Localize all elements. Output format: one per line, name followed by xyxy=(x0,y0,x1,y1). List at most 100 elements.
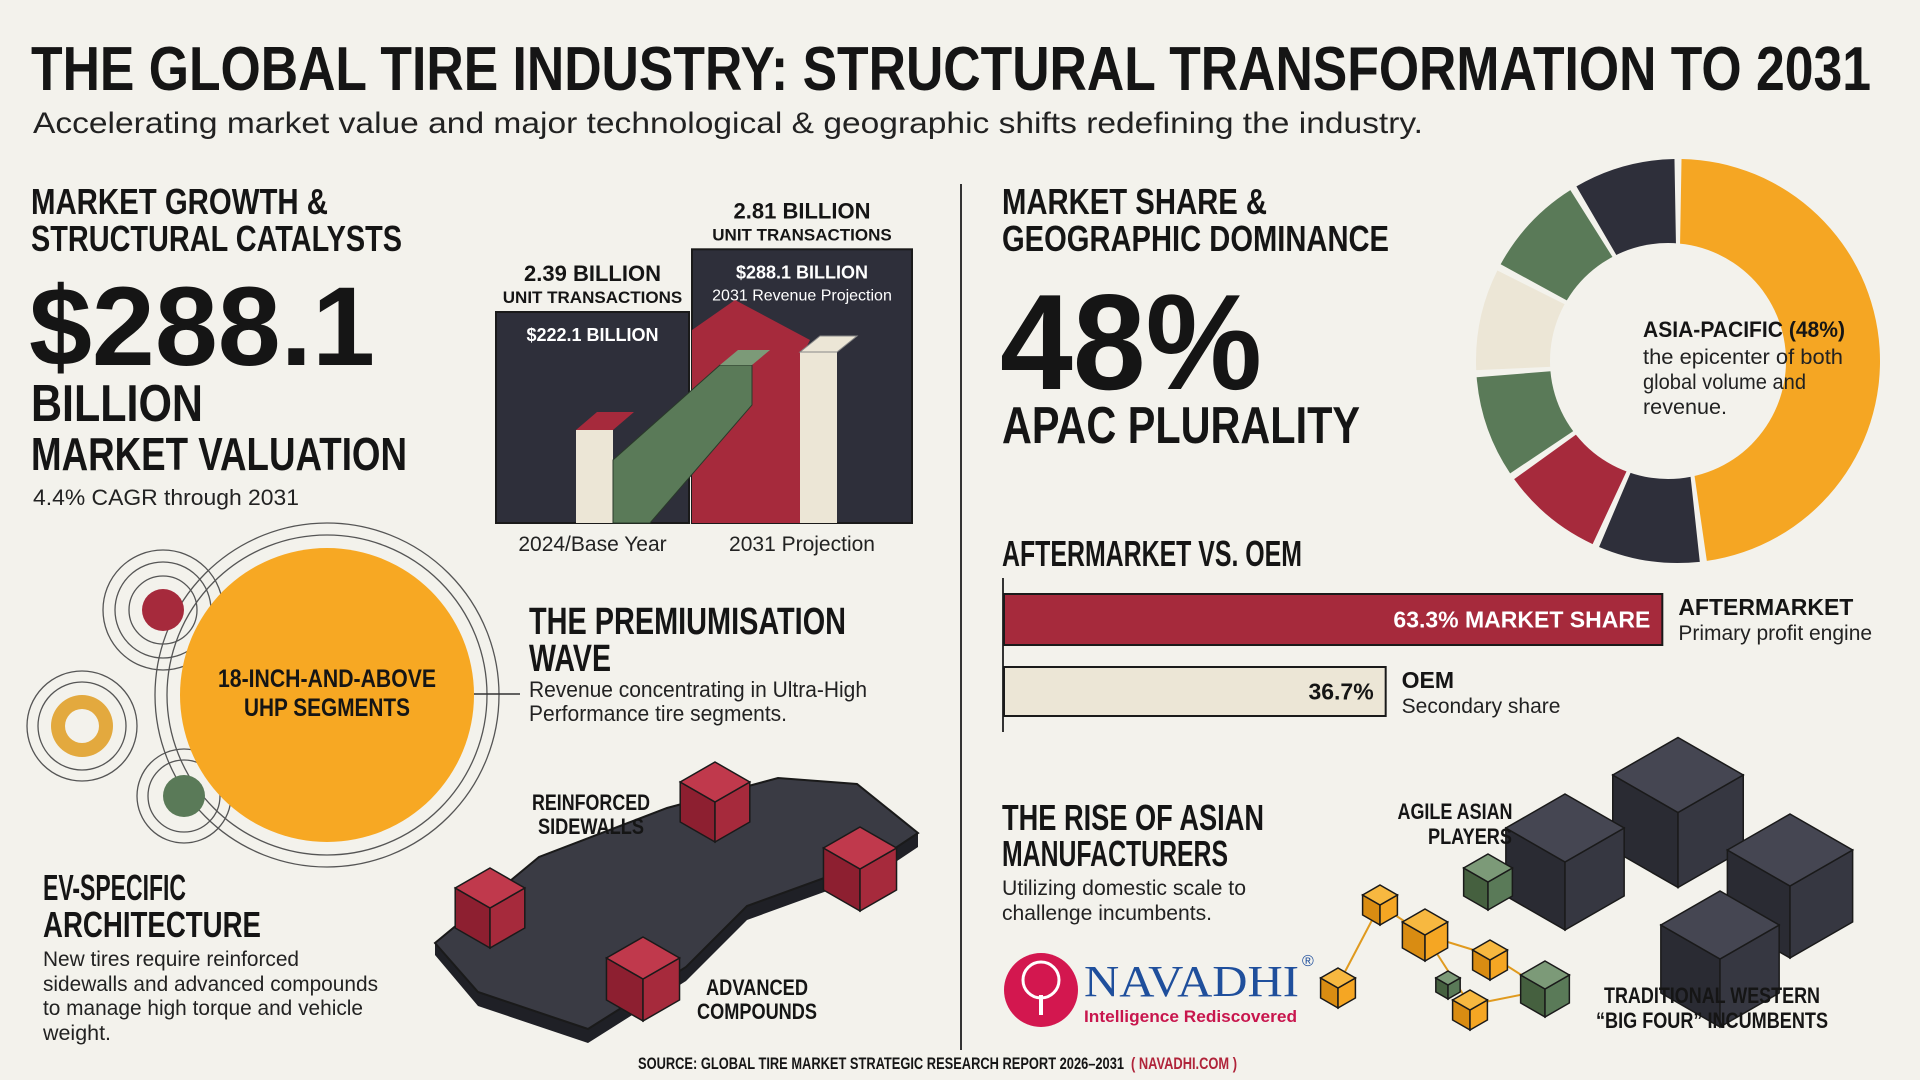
incumbent-cube xyxy=(1659,890,1781,960)
donut-label: ASIA-PACIFIC (48%) xyxy=(1643,317,1845,342)
asian-cube xyxy=(1400,908,1450,936)
tire-block xyxy=(604,936,682,980)
donut-text: the epicenter of both xyxy=(1643,346,1843,369)
section-heading: MANUFACTURERS xyxy=(1002,833,1228,874)
big-unit: BILLION xyxy=(31,375,203,433)
asian-cube xyxy=(1319,967,1357,989)
logo-registered: ® xyxy=(1302,953,1314,970)
bar-name: AFTERMARKET xyxy=(1678,594,1853,620)
callout: REINFORCED xyxy=(532,790,650,815)
share-bar xyxy=(1003,666,1387,717)
dot xyxy=(65,709,99,743)
rings xyxy=(26,522,500,868)
logo-tagline: Intelligence Rediscovered xyxy=(1084,1007,1297,1026)
bar-name: OEM xyxy=(1402,667,1454,693)
revenue-label: $288.1 BILLION xyxy=(736,262,868,282)
big-caption: MARKET VALUATION xyxy=(31,428,407,480)
asian-cube xyxy=(1434,970,1462,986)
donut-text: revenue. xyxy=(1643,396,1727,419)
callout: ADVANCED xyxy=(706,975,808,1000)
section-heading: STRUCTURAL CATALYSTS xyxy=(31,218,402,259)
chart-decoration xyxy=(720,350,770,365)
cubes xyxy=(1319,736,1855,1032)
chassis xyxy=(433,776,920,1031)
logo-mark xyxy=(1004,953,1078,1027)
chart-decoration xyxy=(798,335,859,353)
units-caption: UNIT TRANSACTIONS xyxy=(503,288,682,307)
uhp-circle xyxy=(180,548,474,842)
chart-decoration xyxy=(692,300,810,523)
donut xyxy=(1476,159,1881,563)
callout: AGILE ASIAN xyxy=(1398,799,1513,824)
section-heading: THE PREMIUMISATION xyxy=(529,601,846,643)
dot xyxy=(142,589,184,631)
section-heading: AFTERMARKET VS. OEM xyxy=(1002,533,1302,574)
asian-cube xyxy=(1462,853,1514,883)
units-caption: UNIT TRANSACTIONS xyxy=(712,225,891,244)
category-label: 2031 Projection xyxy=(729,533,875,556)
subtitle: Accelerating market value and major tech… xyxy=(33,107,1423,140)
tire-blocks xyxy=(453,761,899,1023)
revenue-caption: 2031 Revenue Projection xyxy=(712,287,892,304)
bar-value-label: 63.3% MARKET SHARE xyxy=(1393,607,1650,633)
chart-decoration xyxy=(576,430,613,523)
other-segment xyxy=(1599,451,1700,563)
bar-caption: Primary profit engine xyxy=(1678,622,1872,645)
big-value: 48% xyxy=(1000,266,1262,418)
section-heading: GEOGRAPHIC DOMINANCE xyxy=(1002,218,1389,259)
logo-name: NAVADHI xyxy=(1084,957,1299,1006)
bar-value-label: 36.7% xyxy=(1308,679,1373,705)
body-text: Revenue concentrating in Ultra-High xyxy=(529,677,867,702)
donut-text: global volume and xyxy=(1643,371,1806,394)
callout: SIDEWALLS xyxy=(538,814,644,839)
category-label: 2024/Base Year xyxy=(518,533,666,556)
callout: “BIG FOUR” INCUMBENTS xyxy=(1596,1008,1828,1033)
section-heading: MARKET GROWTH & xyxy=(31,181,328,222)
body-text: New tires require reinforced xyxy=(43,948,299,971)
tire-block xyxy=(821,826,899,870)
callout: TRADITIONAL WESTERN xyxy=(1604,983,1820,1008)
section-heading: ARCHITECTURE xyxy=(43,904,261,945)
callout: PLAYERS xyxy=(1428,824,1512,849)
asian-cube xyxy=(1451,989,1489,1011)
source-link[interactable]: ( NAVADHI.COM ) xyxy=(1131,1054,1237,1073)
units-label: 2.81 BILLION xyxy=(734,198,871,223)
units-label: 2.39 BILLION xyxy=(524,261,661,286)
body-text: to manage high torque and vehicle xyxy=(43,997,363,1020)
section-heading: EV-SPECIFIC xyxy=(43,867,186,908)
section-heading: THE RISE OF ASIAN xyxy=(1002,797,1264,838)
chart-decoration xyxy=(800,352,837,523)
share-bar xyxy=(1003,593,1664,646)
circle-label: 18-INCH-AND-ABOVE xyxy=(218,665,436,693)
big-value: $288.1 xyxy=(29,264,375,389)
revenue-chart: 2.39 BILLION UNIT TRANSACTIONS $222.1 BILL… xyxy=(495,198,913,556)
incumbent-cube xyxy=(1504,793,1626,863)
tire-block xyxy=(453,867,527,909)
big-caption: APAC PLURALITY xyxy=(1002,397,1360,455)
asian-cube xyxy=(1471,939,1509,961)
title: THE GLOBAL TIRE INDUSTRY: STRUCTURAL TRA… xyxy=(31,35,1871,104)
section-heading: MARKET SHARE & xyxy=(1002,181,1267,222)
source: SOURCE: GLOBAL TIRE MARKET STRATEGIC RES… xyxy=(638,1054,1124,1073)
asian-cube xyxy=(1519,960,1571,990)
tire-block xyxy=(678,761,752,803)
cagr: 4.4% CAGR through 2031 xyxy=(33,485,299,510)
body-text: Performance tire segments. xyxy=(529,701,787,726)
section-heading: WAVE xyxy=(529,638,611,680)
incumbent-cube xyxy=(1725,813,1855,887)
circle-label: UHP SEGMENTS xyxy=(244,694,410,722)
revenue-label: $222.1 BILLION xyxy=(526,325,658,345)
chart-decoration xyxy=(576,412,634,430)
incumbent-cube xyxy=(1611,736,1745,814)
donut-hole xyxy=(1550,243,1786,479)
bar-caption: Secondary share xyxy=(1402,695,1561,718)
asian-cube xyxy=(1361,884,1399,906)
body-text: sidewalls and advanced compounds xyxy=(43,973,378,996)
dot xyxy=(163,775,205,817)
body-text: weight. xyxy=(42,1022,111,1045)
body-text: challenge incumbents. xyxy=(1002,902,1212,925)
callout: COMPOUNDS xyxy=(697,999,817,1024)
